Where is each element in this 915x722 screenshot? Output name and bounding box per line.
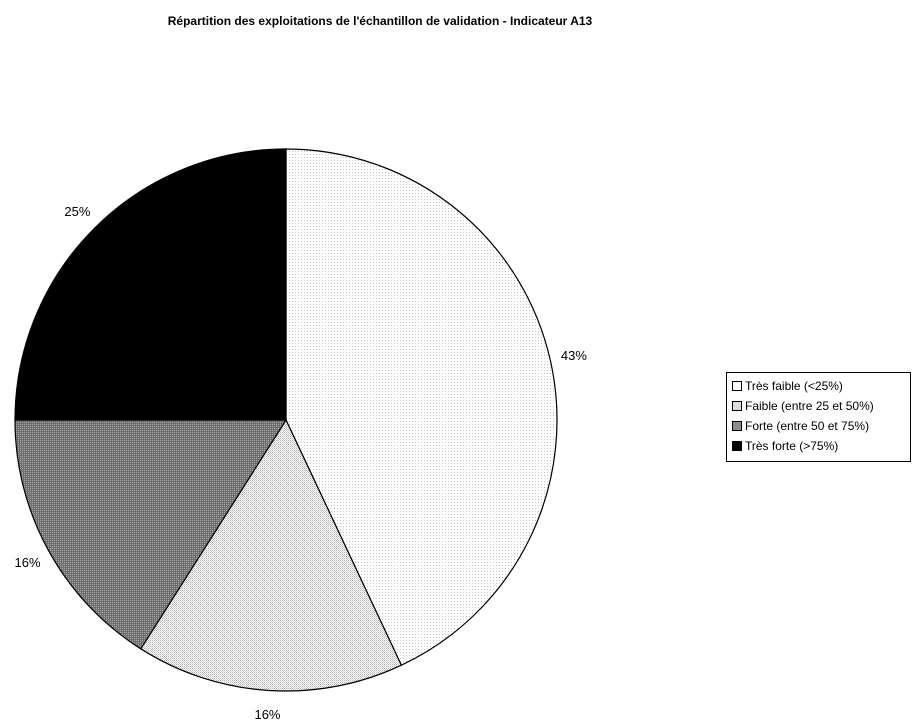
legend-swatch bbox=[732, 441, 742, 451]
legend-item: Très forte (>75%) bbox=[732, 436, 910, 456]
legend-item: Forte (entre 50 et 75%) bbox=[732, 416, 910, 436]
pie-slice bbox=[14, 419, 288, 650]
legend-label: Très forte (>75%) bbox=[745, 439, 839, 453]
legend-item: Très faible (<25%) bbox=[732, 376, 910, 396]
legend: Très faible (<25%) Faible (entre 25 et 5… bbox=[726, 372, 911, 462]
pie-slice bbox=[14, 148, 287, 421]
legend-item: Faible (entre 25 et 50%) bbox=[732, 396, 910, 416]
pie-slice bbox=[139, 418, 403, 692]
legend-label: Très faible (<25%) bbox=[745, 379, 843, 393]
pie-slice bbox=[285, 148, 558, 667]
slice-data-label: 16% bbox=[254, 706, 281, 722]
chart-title: Répartition des exploitations de l'échan… bbox=[167, 14, 593, 28]
slice-data-label: 16% bbox=[14, 554, 41, 570]
legend-label: Faible (entre 25 et 50%) bbox=[745, 399, 874, 413]
slice-data-label: 25% bbox=[64, 203, 91, 219]
legend-label: Forte (entre 50 et 75%) bbox=[745, 419, 870, 433]
legend-swatch bbox=[732, 401, 742, 411]
legend-swatch bbox=[732, 421, 742, 431]
slice-data-label: 43% bbox=[560, 348, 587, 364]
legend-swatch bbox=[732, 381, 742, 391]
